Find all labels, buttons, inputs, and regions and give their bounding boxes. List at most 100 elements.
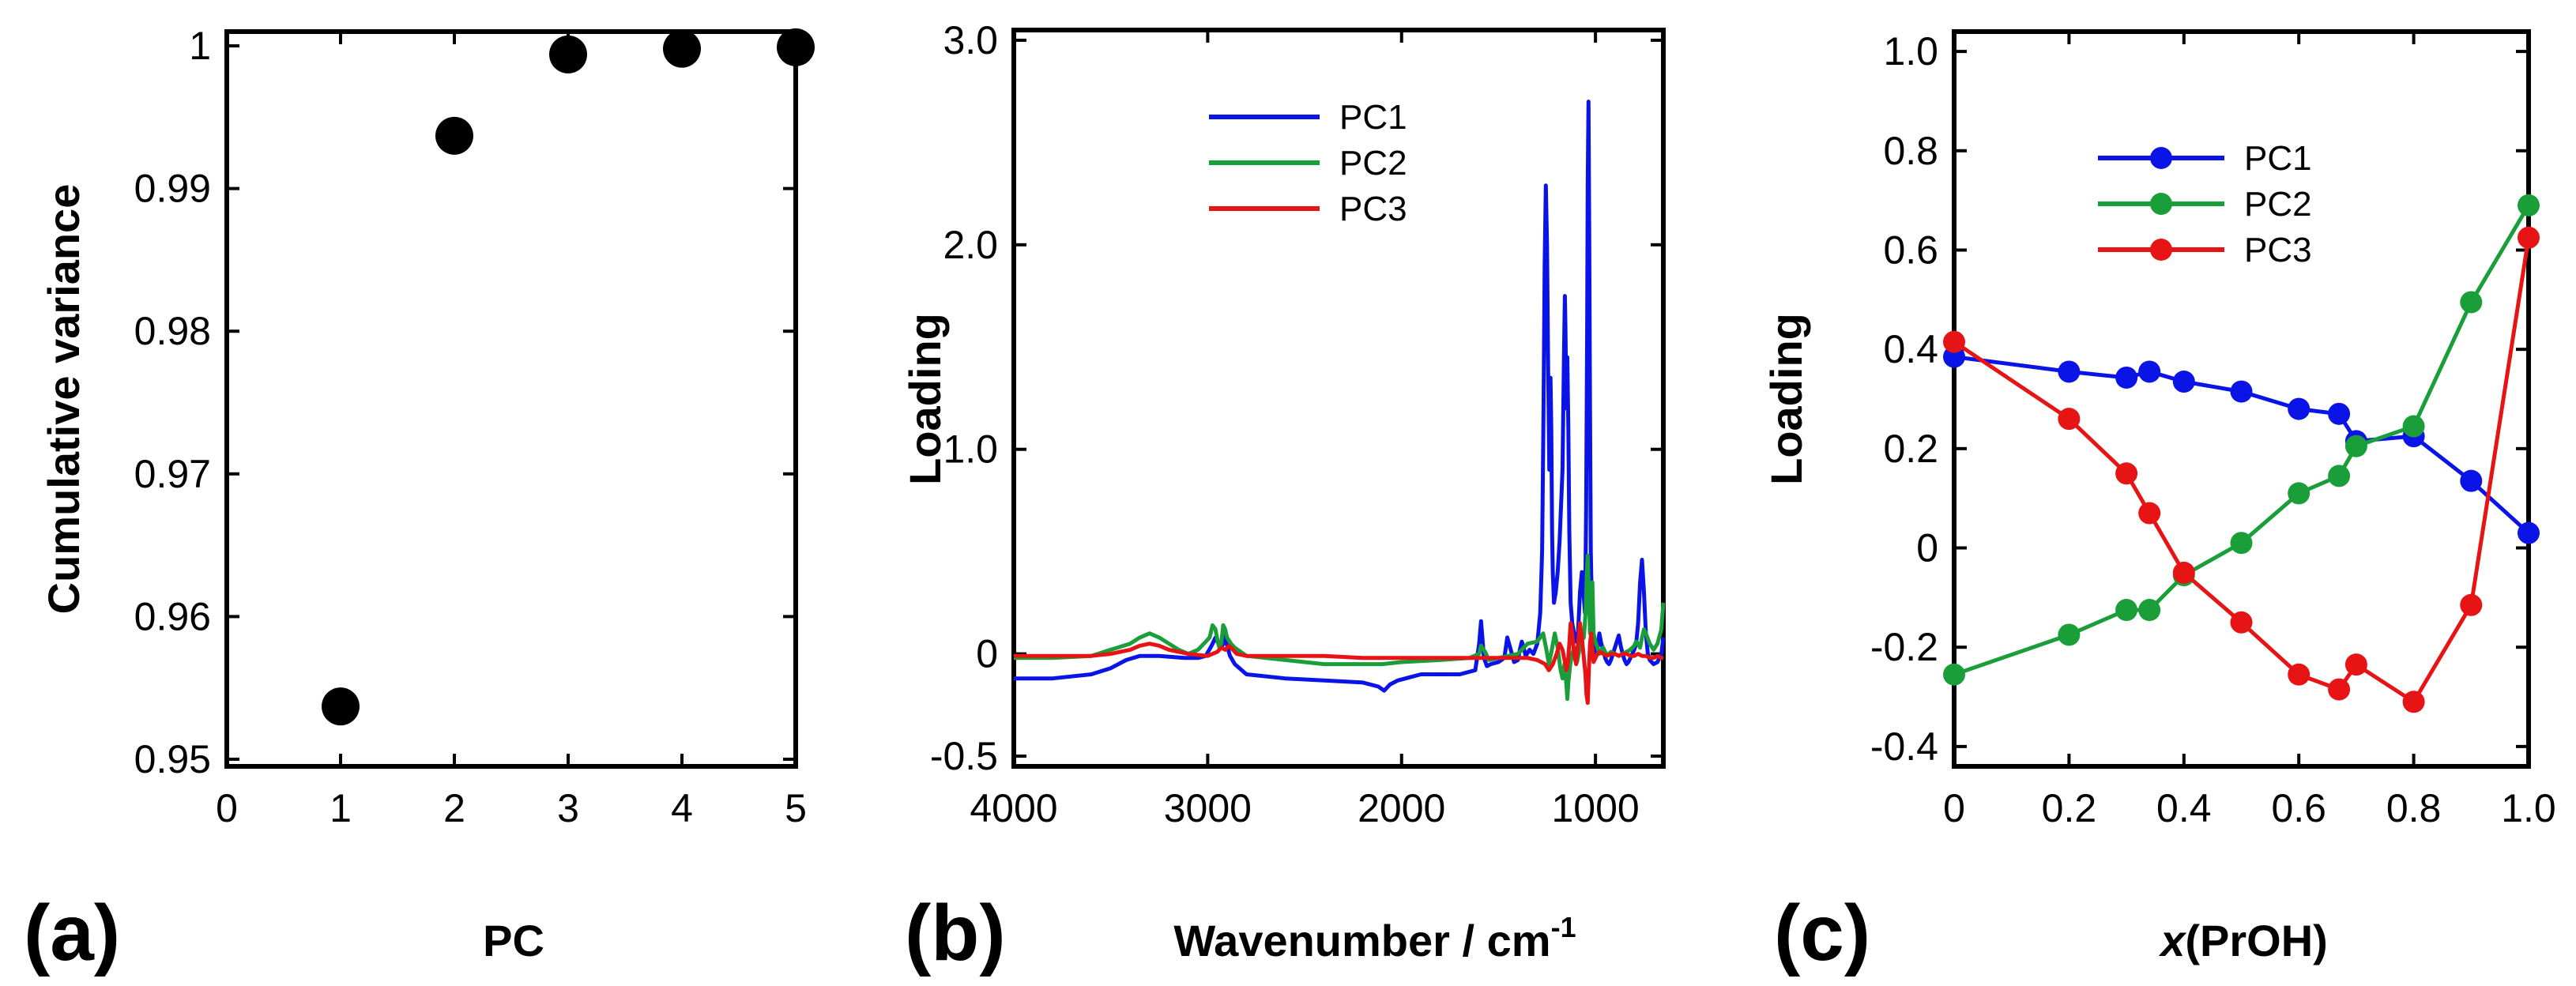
- series-line-pc2: [1014, 553, 1666, 702]
- x-tick-label: 4000: [970, 786, 1057, 830]
- x-tick-label: 3: [557, 786, 579, 830]
- y-tick-label: 0.98: [134, 309, 211, 353]
- x-tick-label: 0.8: [2386, 786, 2442, 830]
- x-axis-label-c-italic: x: [2158, 916, 2187, 965]
- lines-c: [1943, 194, 2540, 713]
- plot-frame-c: [1952, 29, 2531, 769]
- panel-label-a: (a): [24, 889, 120, 977]
- y-tick-label: 0.97: [134, 452, 211, 496]
- x-axis-label-c: x(PrOH): [2158, 916, 2328, 965]
- plot-frame-b: [1011, 28, 1666, 769]
- series-point-pc2: [2460, 291, 2483, 314]
- data-point: [777, 28, 815, 66]
- data-point: [663, 29, 701, 68]
- series-point-pc1: [2058, 360, 2081, 383]
- data-point: [435, 116, 473, 155]
- series-point-pc3: [2138, 502, 2161, 525]
- marks-a: [322, 28, 815, 726]
- legend-label: PC2: [1339, 144, 1407, 183]
- series-point-pc3: [2115, 462, 2138, 485]
- y-tick-label: 1.0: [1883, 29, 1938, 73]
- ticks-a: 0 1 2 3 4 5 0.95 0.96 0.97 0.98 0.99 1: [134, 24, 807, 830]
- y-tick-label: 0.99: [134, 167, 211, 211]
- legend-b: PC1 PC2 PC3: [1209, 98, 1407, 228]
- x-tick-label: 0: [216, 786, 238, 830]
- series-point-pc3: [2344, 653, 2367, 676]
- x-tick-label: 1000: [1552, 786, 1640, 830]
- panel-label-c: (c): [1774, 889, 1870, 977]
- x-axis-label-b: Wavenumber / cm-1: [1173, 911, 1576, 965]
- y-tick-label: 0.2: [1883, 427, 1938, 471]
- series-point-pc1: [2115, 366, 2138, 389]
- series-point-pc2: [2058, 623, 2081, 646]
- series-point-pc3: [2402, 691, 2425, 713]
- series-point-pc2: [2230, 532, 2253, 555]
- series-line-pc1: [1014, 100, 1666, 693]
- series-point-pc3: [1943, 330, 1965, 353]
- x-tick-label: 0.2: [2042, 786, 2097, 830]
- x-tick-label: 1.0: [2501, 786, 2556, 830]
- y-tick-label: 0.6: [1883, 228, 1938, 272]
- data-point: [322, 687, 360, 726]
- x-tick-label: 0: [1943, 786, 1965, 830]
- y-tick-label: 1.0: [943, 427, 998, 472]
- series-point-pc3: [2518, 226, 2540, 249]
- x-tick-label: 0.4: [2156, 786, 2212, 830]
- series-point-pc2: [2138, 599, 2161, 622]
- y-tick-label: 0.4: [1883, 327, 1938, 371]
- legend-c: PC1 PC2 PC3: [2098, 139, 2312, 269]
- series-line-pc3: [1014, 621, 1663, 706]
- series-point-pc1: [2230, 380, 2253, 403]
- series-point-pc2: [2402, 415, 2425, 438]
- x-tick-label: 4: [671, 786, 693, 830]
- x-tick-label: 2: [443, 786, 465, 830]
- series-point-pc3: [2460, 593, 2483, 616]
- x-axis-label-b-text: Wavenumber / cm: [1173, 916, 1550, 965]
- lines-b: [1014, 100, 1666, 706]
- data-point: [549, 35, 587, 73]
- y-tick-label: 0: [1916, 526, 1938, 570]
- series-point-pc3: [2328, 678, 2351, 701]
- panel-c: 0 0.2 0.4 0.6 0.8 1.0 1.0 0.8 0.6 0.4 0.2 0 -0.2 -0.4…: [1761, 29, 2556, 977]
- legend-marker: [2150, 193, 2172, 215]
- y-tick-label: 2.0: [943, 223, 998, 267]
- series-point-pc1: [2172, 371, 2195, 393]
- legend-marker: [2150, 239, 2172, 261]
- series-point-pc3: [2058, 408, 2081, 431]
- legend-marker: [2150, 147, 2172, 169]
- y-tick-label: 0: [976, 632, 998, 676]
- x-axis-label-a: PC: [483, 916, 544, 965]
- series-point-pc3: [2172, 561, 2195, 584]
- plot-frame-a: [224, 29, 798, 769]
- y-tick-label: 0.8: [1883, 129, 1938, 173]
- ticks-c: 0 0.2 0.4 0.6 0.8 1.0 1.0 0.8 0.6 0.4 0.2 0 -0.2 -0.4: [1870, 29, 2556, 830]
- series-point-pc1: [2288, 397, 2310, 420]
- y-tick-label: 0.96: [134, 594, 211, 638]
- legend-label: PC1: [1339, 98, 1407, 137]
- series-point-pc2: [2288, 482, 2310, 505]
- series-point-pc2: [2518, 194, 2540, 216]
- series-line-pc3: [1953, 237, 2531, 705]
- y-axis-label-c: Loading: [1761, 313, 1811, 485]
- y-tick-label: -0.4: [1870, 724, 1938, 769]
- series-point-pc3: [2230, 611, 2253, 634]
- y-axis-label-a: Cumulative variance: [39, 184, 89, 615]
- panel-label-b: (b): [905, 889, 1006, 977]
- series-point-pc2: [1943, 663, 1965, 686]
- series-point-pc2: [2344, 435, 2367, 457]
- series-point-pc1: [2460, 469, 2483, 492]
- y-tick-label: 0.95: [134, 737, 211, 781]
- y-tick-label: 1: [189, 24, 211, 68]
- x-tick-label: 3000: [1164, 786, 1252, 830]
- series-line-pc2: [1953, 204, 2531, 677]
- legend-label: PC1: [2244, 139, 2312, 178]
- series-point-pc2: [2328, 465, 2351, 487]
- x-tick-label: 1: [330, 786, 352, 830]
- series-point-pc1: [2518, 521, 2540, 544]
- panel-b: 4000 3000 2000 1000 3.0 2.0 1.0 0 -0.5 PC1 PC2 PC3…: [900, 18, 1666, 977]
- series-point-pc2: [2115, 599, 2138, 622]
- x-axis-label-c-text: (PrOH): [2185, 916, 2327, 965]
- panel-a: 0 1 2 3 4 5 0.95 0.96 0.97 0.98 0.99 1 Cumulative v…: [24, 24, 815, 977]
- y-tick-label: -0.5: [930, 734, 998, 778]
